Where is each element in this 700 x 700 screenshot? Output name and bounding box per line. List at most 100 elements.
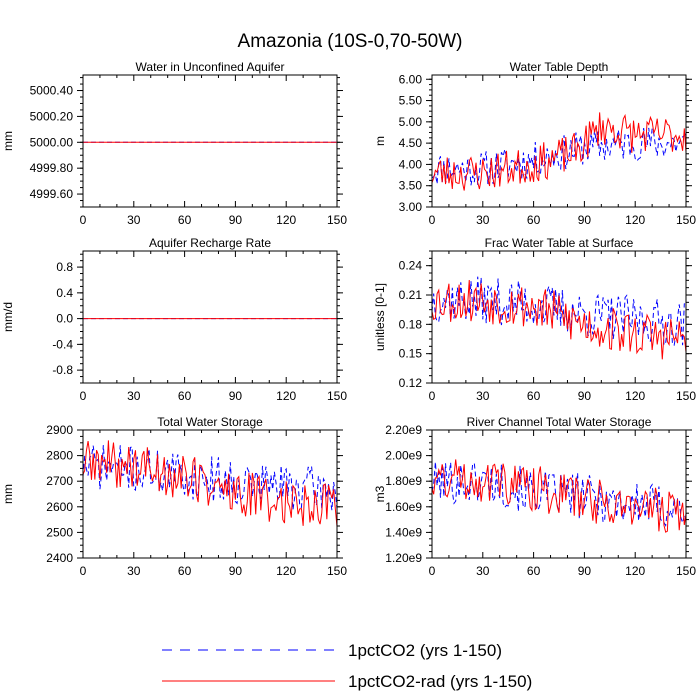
panel-title: Total Water Storage [157,415,263,429]
y-tick-label: 0.15 [399,347,423,361]
x-tick-label: 30 [127,213,141,227]
x-tick-label: 0 [80,389,87,403]
y-tick-label: -0.4 [52,337,73,351]
x-tick-label: 60 [527,389,541,403]
x-tick-label: 150 [327,213,347,227]
plot-frame [82,74,338,208]
y-tick-label: 4.00 [399,157,423,171]
y-tick-label: 4999.80 [30,161,74,175]
legend-label-1pctCO2-rad: 1pctCO2-rad (yrs 1-150) [348,672,532,691]
series-line-1pctco2-rad-yrs-1-150 [432,280,686,360]
x-tick-label: 90 [229,213,243,227]
series-line-1pctco2-yrs-1-150 [432,461,686,528]
x-tick-label: 150 [327,389,347,403]
x-tick-label: 60 [178,389,192,403]
y-tick-label: 1.20e9 [385,551,422,565]
y-tick-label: 5000.00 [30,135,74,149]
y-tick-label: 2400 [46,551,73,565]
y-tick-label: 2.20e9 [385,423,422,437]
y-tick-label: 2900 [46,423,73,437]
legend-label-1pctCO2: 1pctCO2 (yrs 1-150) [348,641,502,660]
y-tick-label: 0.8 [56,260,73,274]
y-tick-label: 2600 [46,500,73,514]
y-tick-label: 3.00 [399,200,423,214]
y-tick-label: 3.50 [399,179,423,193]
y-tick-label: 0.18 [399,317,423,331]
x-tick-label: 150 [676,389,696,403]
y-axis-label: mm/d [1,302,15,332]
x-tick-label: 30 [476,213,490,227]
panel-title: River Channel Total Water Storage [467,415,652,429]
x-tick-label: 60 [178,213,192,227]
x-tick-label: 60 [527,213,541,227]
y-tick-label: 6.00 [399,72,423,86]
y-tick-label: 2700 [46,474,73,488]
y-tick-label: 1.40e9 [385,525,422,539]
x-tick-label: 120 [276,213,296,227]
y-tick-label: 1.60e9 [385,500,422,514]
y-axis-label: mm [1,131,15,151]
panel-title: Water in Unconfined Aquifer [136,60,285,74]
y-tick-label: 5.50 [399,94,423,108]
y-tick-label: 5000.20 [30,109,74,123]
x-tick-label: 0 [80,564,87,578]
y-tick-label: 2500 [46,525,73,539]
panel-title: Water Table Depth [510,60,609,74]
y-tick-label: 0.12 [399,376,423,390]
x-tick-label: 30 [127,564,141,578]
y-tick-label: 2800 [46,449,73,463]
x-tick-label: 60 [527,564,541,578]
y-axis-label: m [373,136,387,146]
y-tick-label: 0.0 [56,312,73,326]
panel-water-table-depth: Water Table Depth 0 30 60 90 120 150 3.00 3.50 4.… [373,60,696,227]
y-tick-label: 1.80e9 [385,474,422,488]
x-tick-label: 150 [676,213,696,227]
y-tick-label: 4999.60 [30,187,74,201]
x-tick-label: 90 [578,389,592,403]
x-tick-label: 30 [476,564,490,578]
x-tick-label: 120 [625,389,645,403]
x-tick-label: 0 [429,213,436,227]
x-tick-label: 150 [327,564,347,578]
x-tick-label: 90 [578,213,592,227]
panel-water-in-unconfined-aquifer: Water in Unconfined Aquifer 0 30 60 90 120 150… [1,60,347,227]
legend: 1pctCO2 (yrs 1-150) 1pctCO2-rad (yrs 1-1… [162,641,532,691]
x-tick-label: 90 [578,564,592,578]
x-tick-label: 0 [429,564,436,578]
y-axis-label: mm [1,484,15,504]
x-tick-label: 90 [229,389,243,403]
series-line-1pctco2-rad-yrs-1-150 [432,459,686,533]
x-tick-label: 120 [625,213,645,227]
y-axis-label: m3 [373,485,387,502]
panels: Water in Unconfined Aquifer 0 30 60 90 120 150… [1,60,696,578]
plot-frame [431,429,687,559]
series-line-1pctco2-yrs-1-150 [432,127,686,186]
x-tick-label: 90 [229,564,243,578]
x-tick-label: 120 [276,564,296,578]
y-tick-label: 0.24 [399,259,423,273]
panel-title: Frac Water Table at Surface [485,236,634,250]
y-tick-label: -0.8 [52,363,73,377]
series-line-1pctco2-rad-yrs-1-150 [83,440,337,527]
y-tick-label: 0.21 [399,288,423,302]
x-tick-label: 30 [476,389,490,403]
plot-frame [82,250,338,384]
y-axis-label: unitless [0-1] [373,283,387,351]
y-tick-label: 0.4 [56,286,73,300]
panel-frac-water-table-at-surface: Frac Water Table at Surface 0 30 60 90 120 150… [373,236,696,403]
panel-aquifer-recharge-rate: Aquifer Recharge Rate 0 30 60 90 120 150 -0.8 -0… [1,236,347,403]
figure-title: Amazonia (10S-0,70-50W) [238,31,463,52]
panel-title: Aquifer Recharge Rate [149,236,271,250]
x-tick-label: 120 [625,564,645,578]
x-tick-label: 120 [276,389,296,403]
panel-river-channel-total-water-storage: River Channel Total Water Storage 0 30 60 90… [373,415,696,578]
y-tick-label: 5.00 [399,115,423,129]
x-tick-label: 60 [178,564,192,578]
y-tick-label: 2.00e9 [385,449,422,463]
y-tick-label: 4.50 [399,136,423,150]
series-line-1pctco2-rad-yrs-1-150 [432,112,686,191]
x-tick-label: 30 [127,389,141,403]
x-tick-label: 0 [429,389,436,403]
plot-frame [431,74,687,208]
